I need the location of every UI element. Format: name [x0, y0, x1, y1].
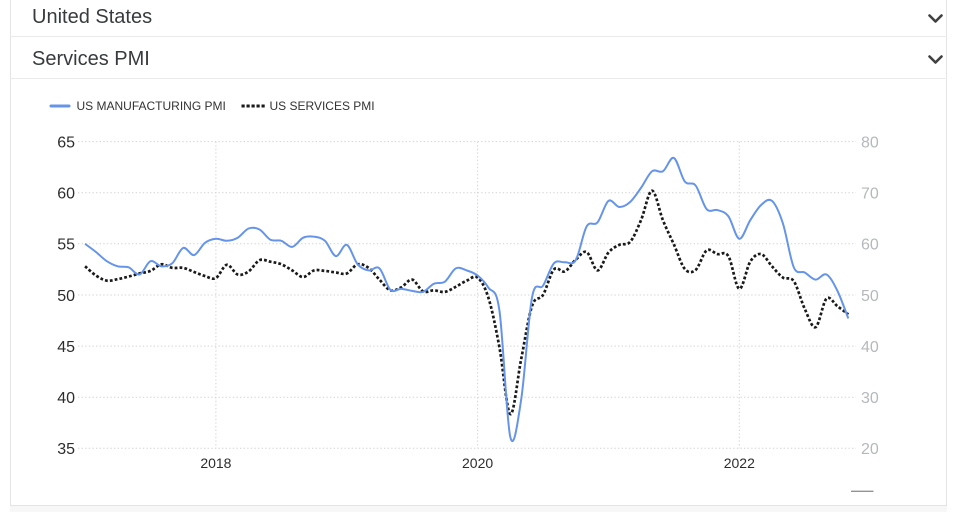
svg-text:60: 60 [861, 237, 879, 254]
svg-text:50: 50 [861, 288, 879, 305]
svg-text:US MANUFACTURING PMI: US MANUFACTURING PMI [77, 99, 226, 113]
svg-text:45: 45 [57, 339, 75, 356]
svg-text:40: 40 [57, 390, 75, 407]
svg-text:35: 35 [57, 441, 75, 458]
svg-text:40: 40 [861, 339, 879, 356]
svg-text:80: 80 [861, 134, 879, 151]
svg-text:2022: 2022 [724, 455, 755, 471]
svg-text:55: 55 [57, 237, 75, 254]
svg-text:65: 65 [57, 134, 75, 151]
svg-text:2018: 2018 [200, 455, 231, 471]
svg-text:30: 30 [861, 390, 879, 407]
svg-text:US SERVICES PMI: US SERVICES PMI [270, 99, 375, 113]
svg-text:60: 60 [57, 186, 75, 203]
svg-text:70: 70 [861, 186, 879, 203]
svg-text:50: 50 [57, 288, 75, 305]
svg-text:2020: 2020 [462, 455, 493, 471]
svg-text:20: 20 [861, 441, 879, 458]
